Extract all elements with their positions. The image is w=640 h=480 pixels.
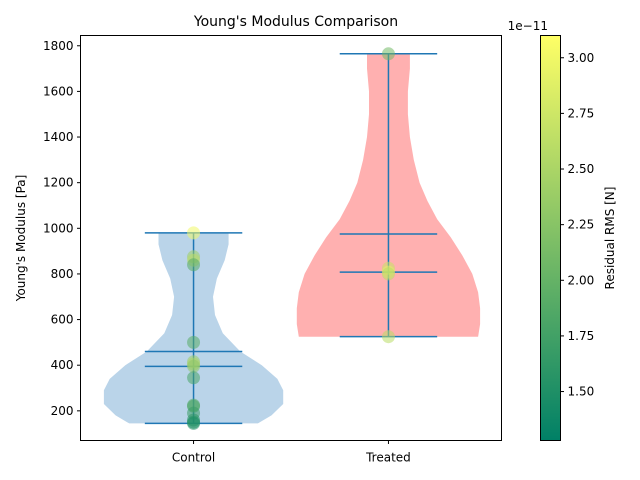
colorbar-tick-label: 3.00 [568, 51, 595, 65]
colorbar-ticks: 1.50 1.75 2.00 2.25 2.50 2.75 3.00 [560, 51, 595, 399]
chart-title: Young's Modulus Comparison [193, 14, 398, 30]
y-tick-label: 1000 [43, 221, 74, 235]
y-tick-label: 800 [51, 267, 74, 281]
x-axis: Control Treated [172, 440, 411, 465]
y-axis: 200 400 600 800 1000 1200 1400 1600 1800 [43, 39, 81, 418]
data-point [187, 359, 201, 373]
colorbar-tick-label: 1.75 [568, 329, 595, 343]
data-point [187, 226, 201, 240]
data-point [187, 258, 201, 272]
data-point [187, 416, 201, 430]
y-tick-label: 1800 [43, 39, 74, 53]
y-tick-label: 1400 [43, 130, 74, 144]
y-tick-label: 1200 [43, 176, 74, 190]
colorbar-tick-label: 2.00 [568, 273, 595, 287]
y-axis-label: Young's Modulus [Pa] [14, 175, 28, 303]
colorbar-offset-text: 1e−11 [508, 19, 548, 33]
data-point [381, 267, 395, 281]
colorbar-tick-label: 1.50 [568, 385, 595, 399]
data-point [381, 330, 395, 344]
x-tick-label: Treated [365, 451, 411, 465]
colorbar-tick-label: 2.50 [568, 162, 595, 176]
y-tick-label: 1600 [43, 84, 74, 98]
x-tick-label: Control [172, 451, 215, 465]
data-point [187, 335, 201, 349]
colorbar [540, 35, 561, 441]
y-tick-label: 600 [51, 313, 74, 327]
colorbar-label: Residual RMS [N] [603, 187, 617, 290]
y-tick-label: 400 [51, 358, 74, 372]
y-tick-label: 200 [51, 404, 74, 418]
colorbar-tick-label: 2.25 [568, 218, 595, 232]
data-point [381, 47, 395, 61]
axes-frame [80, 35, 502, 441]
scatter-layer [187, 47, 395, 430]
colorbar-tick-label: 2.75 [568, 106, 595, 120]
data-point [187, 371, 201, 385]
violin-layer [103, 53, 481, 425]
